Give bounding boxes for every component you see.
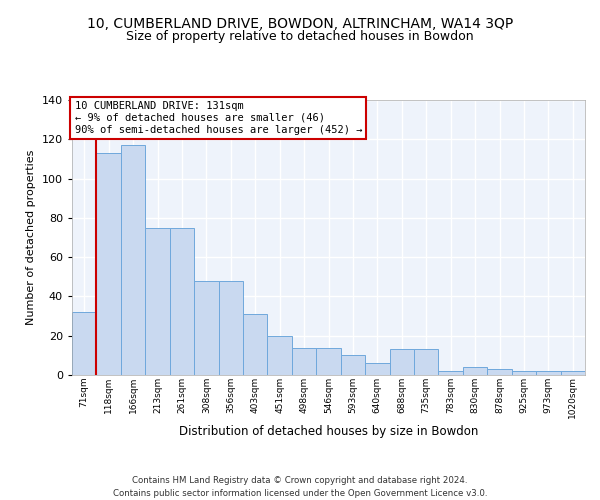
Text: 10, CUMBERLAND DRIVE, BOWDON, ALTRINCHAM, WA14 3QP: 10, CUMBERLAND DRIVE, BOWDON, ALTRINCHAM…: [87, 18, 513, 32]
Text: 10 CUMBERLAND DRIVE: 131sqm
← 9% of detached houses are smaller (46)
90% of semi: 10 CUMBERLAND DRIVE: 131sqm ← 9% of deta…: [74, 102, 362, 134]
Bar: [487, 369, 512, 375]
Bar: [463, 367, 487, 375]
Bar: [194, 280, 218, 375]
Bar: [72, 312, 97, 375]
Bar: [292, 348, 316, 375]
Bar: [170, 228, 194, 375]
Bar: [365, 363, 389, 375]
Y-axis label: Number of detached properties: Number of detached properties: [26, 150, 36, 325]
Bar: [512, 371, 536, 375]
Bar: [414, 350, 439, 375]
Bar: [268, 336, 292, 375]
X-axis label: Distribution of detached houses by size in Bowdon: Distribution of detached houses by size …: [179, 426, 478, 438]
Bar: [389, 350, 414, 375]
Text: Contains HM Land Registry data © Crown copyright and database right 2024.
Contai: Contains HM Land Registry data © Crown c…: [113, 476, 487, 498]
Bar: [121, 145, 145, 375]
Bar: [97, 153, 121, 375]
Bar: [243, 314, 268, 375]
Bar: [316, 348, 341, 375]
Bar: [218, 280, 243, 375]
Text: Size of property relative to detached houses in Bowdon: Size of property relative to detached ho…: [126, 30, 474, 43]
Bar: [341, 356, 365, 375]
Bar: [536, 371, 560, 375]
Bar: [439, 371, 463, 375]
Bar: [560, 371, 585, 375]
Bar: [145, 228, 170, 375]
